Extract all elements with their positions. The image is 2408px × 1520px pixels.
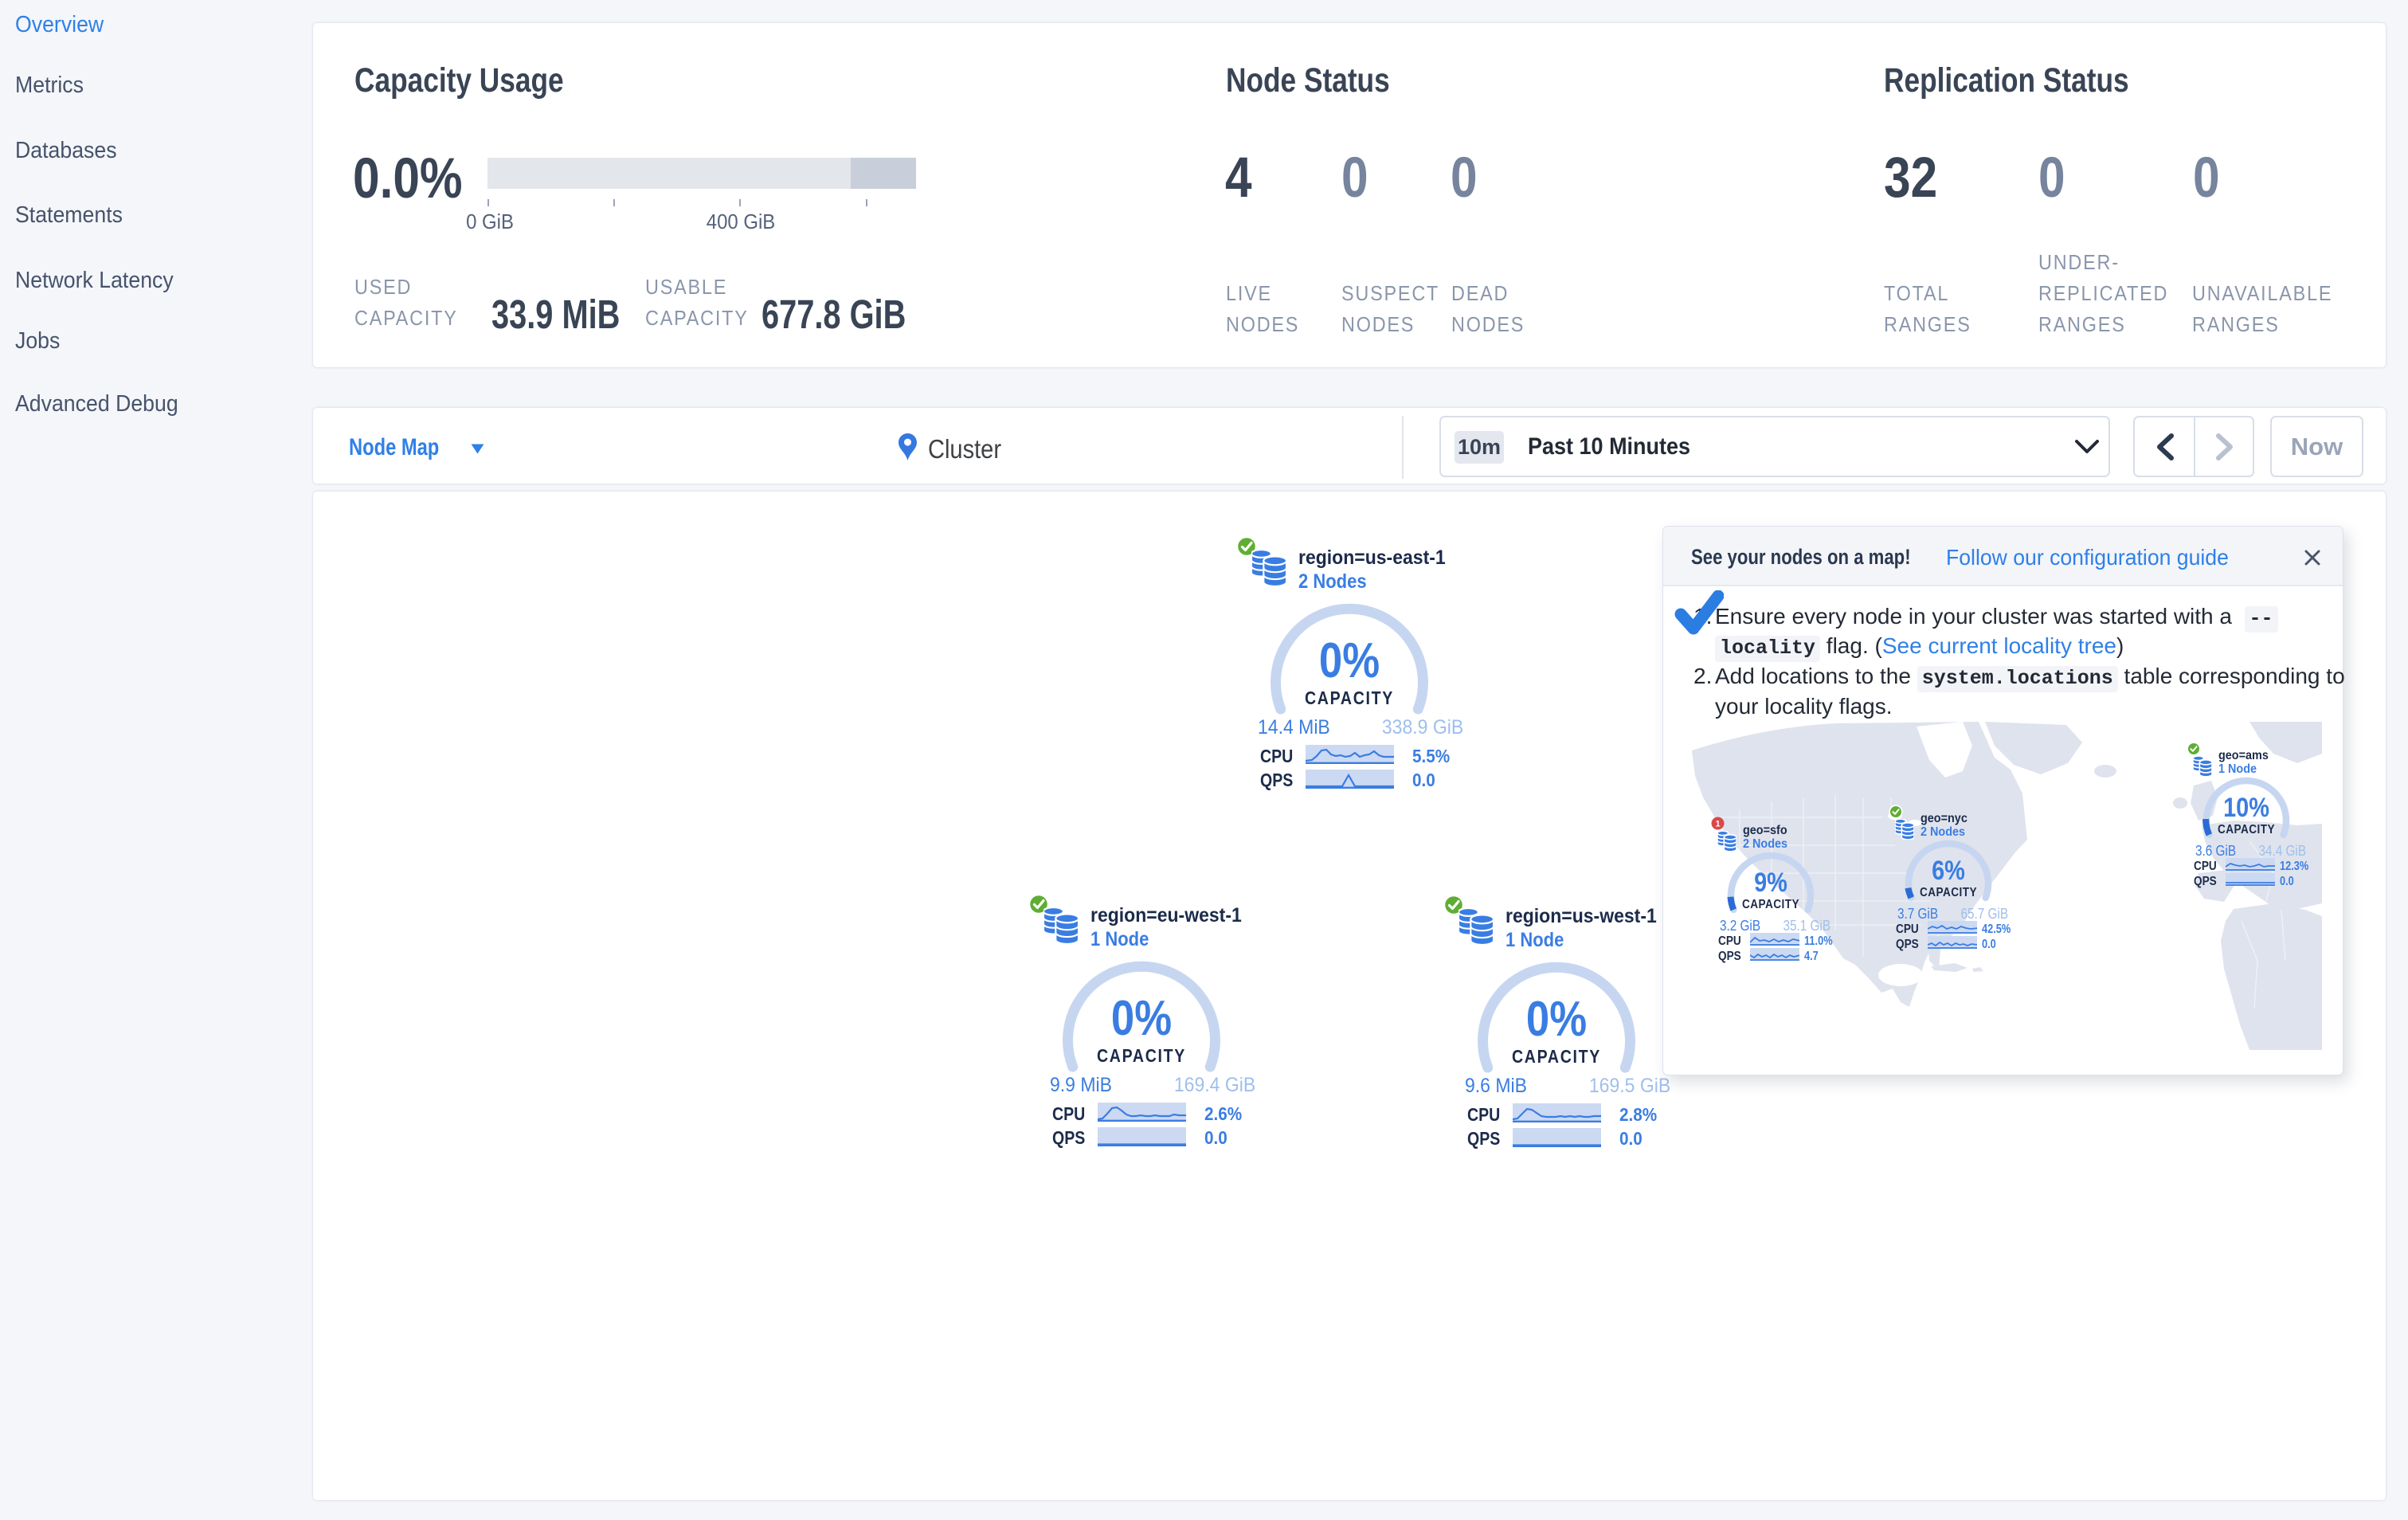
svg-text:1: 1: [1715, 820, 1720, 829]
